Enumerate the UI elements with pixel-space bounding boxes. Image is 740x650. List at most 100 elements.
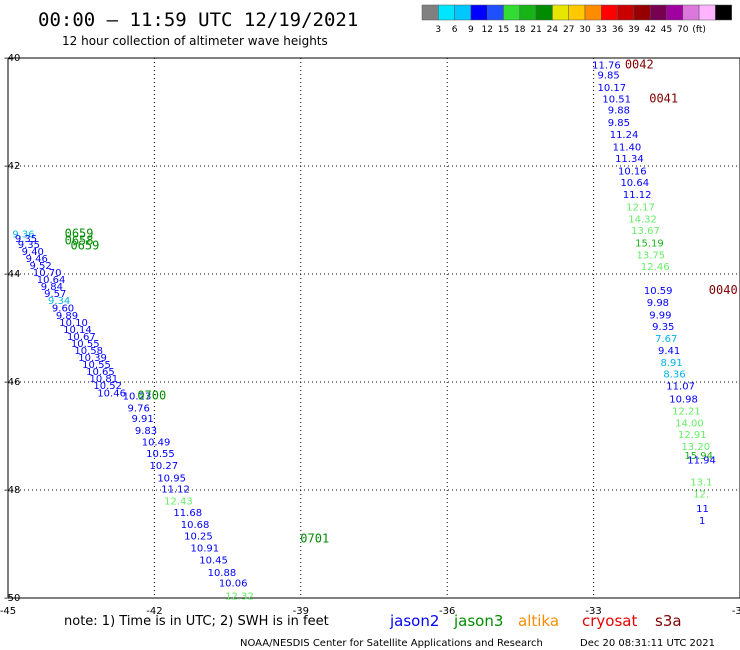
wave-height-label: 9.35 xyxy=(15,234,37,245)
color-scale-label: 3 xyxy=(435,25,441,35)
wave-height-label: 10.55 xyxy=(82,360,111,371)
wave-height-label: 10.67 xyxy=(67,332,96,343)
wave-height-label: 11.12 xyxy=(161,485,190,496)
wave-height-label: 9.85 xyxy=(598,71,620,82)
x-tick-label: -42 xyxy=(146,606,162,617)
wave-height-label: 10.55 xyxy=(71,339,100,350)
wave-height-label: 9.46 xyxy=(26,254,48,265)
wave-height-label: 12.43 xyxy=(164,497,193,508)
wave-height-label: 10.91 xyxy=(191,544,220,555)
track-time-label: 0040 xyxy=(709,283,738,297)
wave-height-label: 9.34 xyxy=(48,296,70,307)
color-swatch xyxy=(454,4,472,21)
axis-ticks: -45 -42 -39 -36 -33 -30 -40 -42 -44 -46 -48 -50 xyxy=(0,53,740,617)
y-tick-label: -40 xyxy=(4,53,20,64)
wave-height-label: 9.35 xyxy=(18,240,40,251)
wave-height-label: 10.52 xyxy=(93,381,122,392)
wave-height-label: 10.16 xyxy=(618,167,647,178)
color-scale-label: 42 xyxy=(644,25,655,35)
track-time-label: 0659 xyxy=(65,226,94,240)
wave-height-label: 11.94 xyxy=(687,456,716,467)
track-time-label: 0042 xyxy=(625,57,654,71)
wave-height-label: 12.91 xyxy=(678,430,707,441)
wave-height-label: 10.88 xyxy=(208,568,237,579)
color-swatch xyxy=(568,4,586,21)
wave-height-label: 9.99 xyxy=(649,310,671,321)
wave-height-points: 11.769.8510.1710.519.889.8511.2411.4011.… xyxy=(12,60,716,602)
wave-height-label: 1 xyxy=(699,516,705,527)
y-tick-label: -44 xyxy=(4,269,20,280)
wave-height-label: 9.40 xyxy=(22,247,44,258)
wave-height-label: 9.83 xyxy=(135,426,157,437)
wave-height-label: 10.55 xyxy=(146,449,175,460)
wave-height-label: 7.67 xyxy=(655,334,677,345)
wave-height-label: 10.49 xyxy=(142,438,171,449)
track-time-label: 0658 xyxy=(65,233,94,247)
color-scale-label: 12 xyxy=(481,25,492,35)
units-note: note: 1) Time is in UTC; 2) SWH is in fe… xyxy=(64,614,329,629)
legend-jason2: jason2 xyxy=(389,612,439,630)
wave-height-label: 9.76 xyxy=(128,404,150,415)
wave-height-label: 10.64 xyxy=(37,275,66,286)
wave-height-label: 11.12 xyxy=(623,190,652,201)
wave-height-label: 11.68 xyxy=(173,508,202,519)
wave-height-label: 13.67 xyxy=(631,226,660,237)
track-time-label: 0041 xyxy=(649,91,678,105)
wave-height-label: 11.34 xyxy=(615,154,644,165)
wave-height-label: 9.85 xyxy=(608,118,630,129)
color-scale-label: 15 xyxy=(498,25,509,35)
color-swatch xyxy=(438,4,455,21)
y-tick-label: -48 xyxy=(4,485,20,496)
wave-height-label: 8.91 xyxy=(660,358,682,369)
chart-title: 00:00 – 11:59 UTC 12/19/2021 xyxy=(38,9,358,31)
chart-subtitle: 12 hour collection of altimeter wave hei… xyxy=(62,34,328,48)
wave-height-label: 11.76 xyxy=(592,60,621,71)
wave-height-label: 10.39 xyxy=(78,353,107,364)
wave-height-label: 10.51 xyxy=(602,94,631,105)
legend-jason3: jason3 xyxy=(453,612,503,630)
wave-height-label: 10.95 xyxy=(157,473,186,484)
wave-height-label: 9.84 xyxy=(41,282,63,293)
color-scale-label: 30 xyxy=(579,25,591,35)
wave-height-label: 10.98 xyxy=(669,395,698,406)
legend-altika: altika xyxy=(518,612,559,630)
wave-height-label: 10.17 xyxy=(598,83,627,94)
wave-height-label: 10.25 xyxy=(184,532,213,543)
wave-height-label: 9.41 xyxy=(658,346,680,357)
credit-line: NOAA/NESDIS Center for Satellite Applica… xyxy=(240,638,543,649)
wave-height-label: 9.52 xyxy=(29,261,51,272)
y-tick-label: -46 xyxy=(4,377,20,388)
wave-height-label: 14.32 xyxy=(628,215,657,226)
color-swatch xyxy=(617,4,635,21)
color-swatch xyxy=(421,4,439,21)
legend-s3a: s3a xyxy=(655,612,682,630)
x-tick-label: -30 xyxy=(732,606,740,617)
wave-height-label: 10.65 xyxy=(86,367,115,378)
wave-height-label: 10.06 xyxy=(219,579,248,590)
color-scale-label: 24 xyxy=(547,25,559,35)
color-scale-label: 9 xyxy=(468,25,474,35)
wave-height-label: 13.75 xyxy=(637,250,666,261)
color-scale-label: 21 xyxy=(530,25,541,35)
color-swatch xyxy=(470,4,488,21)
color-swatch xyxy=(666,4,684,21)
wave-height-label: 10.14 xyxy=(63,325,92,336)
x-tick-label: -33 xyxy=(585,606,601,617)
color-swatch xyxy=(552,4,569,21)
wave-height-label: 9.36 xyxy=(12,229,34,240)
color-swatch xyxy=(601,4,618,21)
wave-height-label: 10.70 xyxy=(33,268,62,279)
y-tick-label: -42 xyxy=(4,161,20,172)
wave-height-label: 10.59 xyxy=(644,286,673,297)
color-swatch xyxy=(682,4,700,21)
timestamp: Dec 20 08:31:11 UTC 2021 xyxy=(580,638,715,649)
color-scale-label: 36 xyxy=(612,25,624,35)
color-swatch xyxy=(715,4,732,21)
wave-height-label: 9.98 xyxy=(647,298,669,309)
wave-height-label: 12.46 xyxy=(641,262,670,273)
color-scale-label: 45 xyxy=(661,25,672,35)
wave-height-label: 13.20 xyxy=(681,442,710,453)
wave-height-label: 12.21 xyxy=(672,406,701,417)
color-swatch xyxy=(535,4,553,21)
